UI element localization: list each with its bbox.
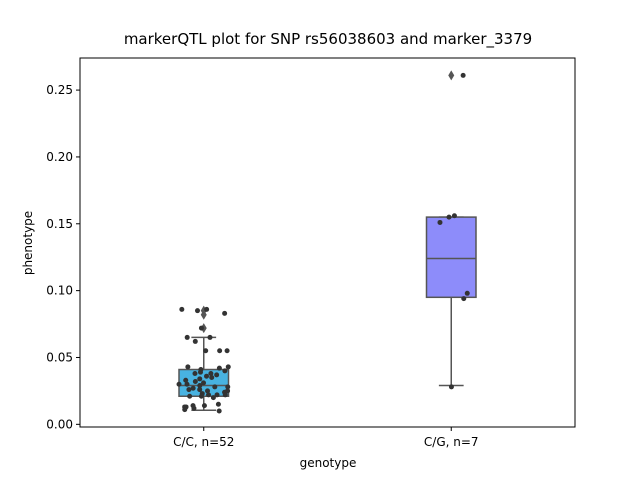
point <box>222 392 228 398</box>
point <box>461 296 467 302</box>
point <box>207 334 213 340</box>
flier <box>448 70 455 81</box>
point <box>460 72 466 78</box>
point <box>182 407 188 413</box>
point <box>222 368 228 374</box>
point <box>212 384 218 390</box>
point <box>197 383 203 389</box>
point <box>217 348 223 354</box>
point <box>192 379 198 385</box>
point <box>446 214 452 220</box>
y-tick-label: 0.15 <box>46 217 73 231</box>
point <box>224 348 230 354</box>
point <box>183 377 189 383</box>
point <box>179 306 185 312</box>
box <box>425 216 477 299</box>
x-tick-label: C/C, n=52 <box>173 435 234 449</box>
point <box>192 338 198 344</box>
point <box>192 371 198 377</box>
point <box>209 375 215 381</box>
point <box>185 364 191 370</box>
point <box>184 381 190 387</box>
point <box>204 373 210 379</box>
point <box>203 348 209 354</box>
point <box>451 213 457 219</box>
point <box>194 308 200 314</box>
point <box>216 365 222 371</box>
chart-title: markerQTL plot for SNP rs56038603 and ma… <box>124 30 532 49</box>
point <box>176 381 182 387</box>
point <box>198 393 204 399</box>
point <box>225 364 231 370</box>
point <box>208 371 214 377</box>
y-tick-label: 0.10 <box>46 284 73 298</box>
point <box>215 401 221 407</box>
point <box>206 392 212 398</box>
point <box>205 388 211 394</box>
point <box>186 387 192 393</box>
point <box>187 393 193 399</box>
point <box>216 408 222 414</box>
y-tick-label: 0.20 <box>46 150 73 164</box>
y-tick-label: 0.00 <box>46 417 73 431</box>
point <box>464 290 470 296</box>
plot-frame <box>79 57 576 428</box>
x-tick-label: C/G, n=7 <box>424 435 479 449</box>
point <box>191 405 197 411</box>
y-tick-label: 0.25 <box>46 83 73 97</box>
point <box>184 334 190 340</box>
point <box>222 310 228 316</box>
point <box>201 380 207 386</box>
point <box>225 384 231 390</box>
point <box>437 219 443 225</box>
x-axis-label: genotype <box>300 456 357 470</box>
point <box>197 369 203 375</box>
point <box>201 403 207 409</box>
y-tick-label: 0.05 <box>46 350 73 364</box>
y-axis-label: phenotype <box>21 211 35 275</box>
point <box>197 387 203 393</box>
point <box>210 395 216 401</box>
point <box>214 392 220 398</box>
point <box>204 306 210 312</box>
point <box>214 372 220 378</box>
point <box>197 376 203 382</box>
point <box>448 384 454 390</box>
point <box>198 325 204 331</box>
point <box>190 385 196 391</box>
